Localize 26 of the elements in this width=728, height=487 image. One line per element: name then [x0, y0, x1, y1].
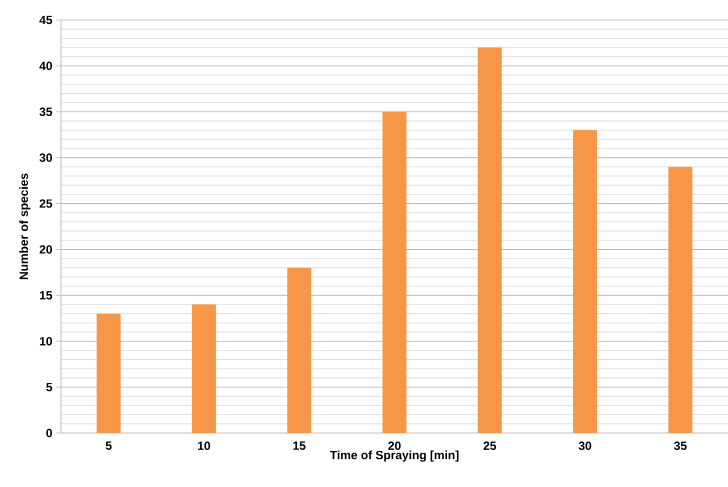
bar — [382, 112, 406, 433]
y-tick-label: 20 — [40, 245, 52, 254]
x-tick-label: 30 — [578, 442, 592, 450]
y-tick-label: 25 — [40, 199, 52, 208]
x-tick-label: 10 — [198, 442, 210, 450]
bar — [573, 130, 598, 433]
bar — [668, 166, 692, 433]
x-axis-title: Time of Spraying [min] — [330, 450, 458, 462]
x-tick-label: 20 — [388, 442, 401, 450]
x-tick-label: 35 — [674, 442, 687, 450]
bar — [478, 48, 502, 433]
x-tick-label: 15 — [293, 442, 306, 450]
y-tick-label: 0 — [46, 428, 52, 438]
y-tick-label: 40 — [39, 62, 52, 70]
x-tick-label: 25 — [484, 442, 496, 450]
y-tick-label: 10 — [40, 336, 52, 346]
y-tick-label: 35 — [39, 108, 52, 116]
x-tick-label: 5 — [106, 442, 112, 450]
y-tick-label: 5 — [46, 382, 52, 392]
y-tick-label: 15 — [40, 291, 52, 300]
bar — [96, 314, 121, 433]
y-tick-label: 30 — [39, 153, 52, 162]
y-axis-title: Number of species — [19, 174, 30, 280]
bar — [287, 268, 312, 433]
y-tick-label: 45 — [39, 16, 52, 24]
bar — [192, 304, 216, 433]
